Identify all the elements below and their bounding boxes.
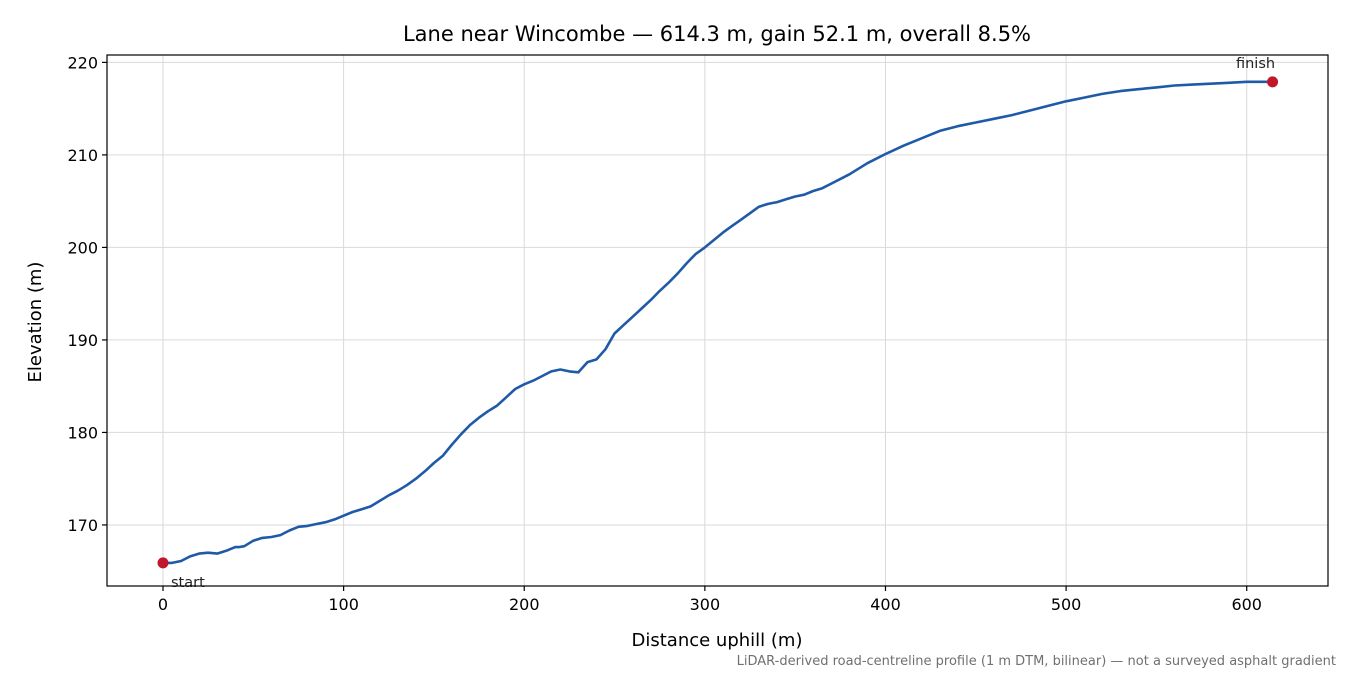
start-label: start (171, 575, 205, 591)
y-tick-label: 210 (67, 146, 98, 165)
y-tick-label: 170 (67, 516, 98, 535)
plot-data: start finish (157, 56, 1279, 591)
x-tick-label: 0 (158, 595, 168, 614)
start-marker (157, 557, 169, 569)
y-tick-label: 200 (67, 238, 98, 257)
x-tick-label: 200 (509, 595, 540, 614)
chart-title: Lane near Wincombe — 614.3 m, gain 52.1 … (403, 22, 1031, 46)
plot-frame (106, 54, 1329, 587)
y-axis-title: Elevation (m) (25, 262, 46, 383)
y-tick-label: 190 (67, 331, 98, 350)
x-tick-label: 600 (1231, 595, 1262, 614)
finish-marker (1267, 76, 1279, 88)
finish-label: finish (1236, 56, 1275, 72)
x-tick-label: 400 (870, 595, 901, 614)
y-tick-label: 220 (67, 53, 98, 72)
grid-lines (107, 55, 1328, 586)
x-tick-label: 100 (328, 595, 359, 614)
source-footnote: LiDAR-derived road-centreline profile (1… (737, 654, 1336, 669)
x-tick-label: 500 (1051, 595, 1082, 614)
x-axis-title: Distance uphill (m) (632, 630, 803, 651)
y-tick-label: 180 (67, 423, 98, 442)
x-tick-label: 300 (690, 595, 721, 614)
elevation-line (161, 80, 1274, 565)
axis-ticks: 0 100 200 300 400 500 600 170 180 190 200 210 220 (67, 53, 1262, 614)
